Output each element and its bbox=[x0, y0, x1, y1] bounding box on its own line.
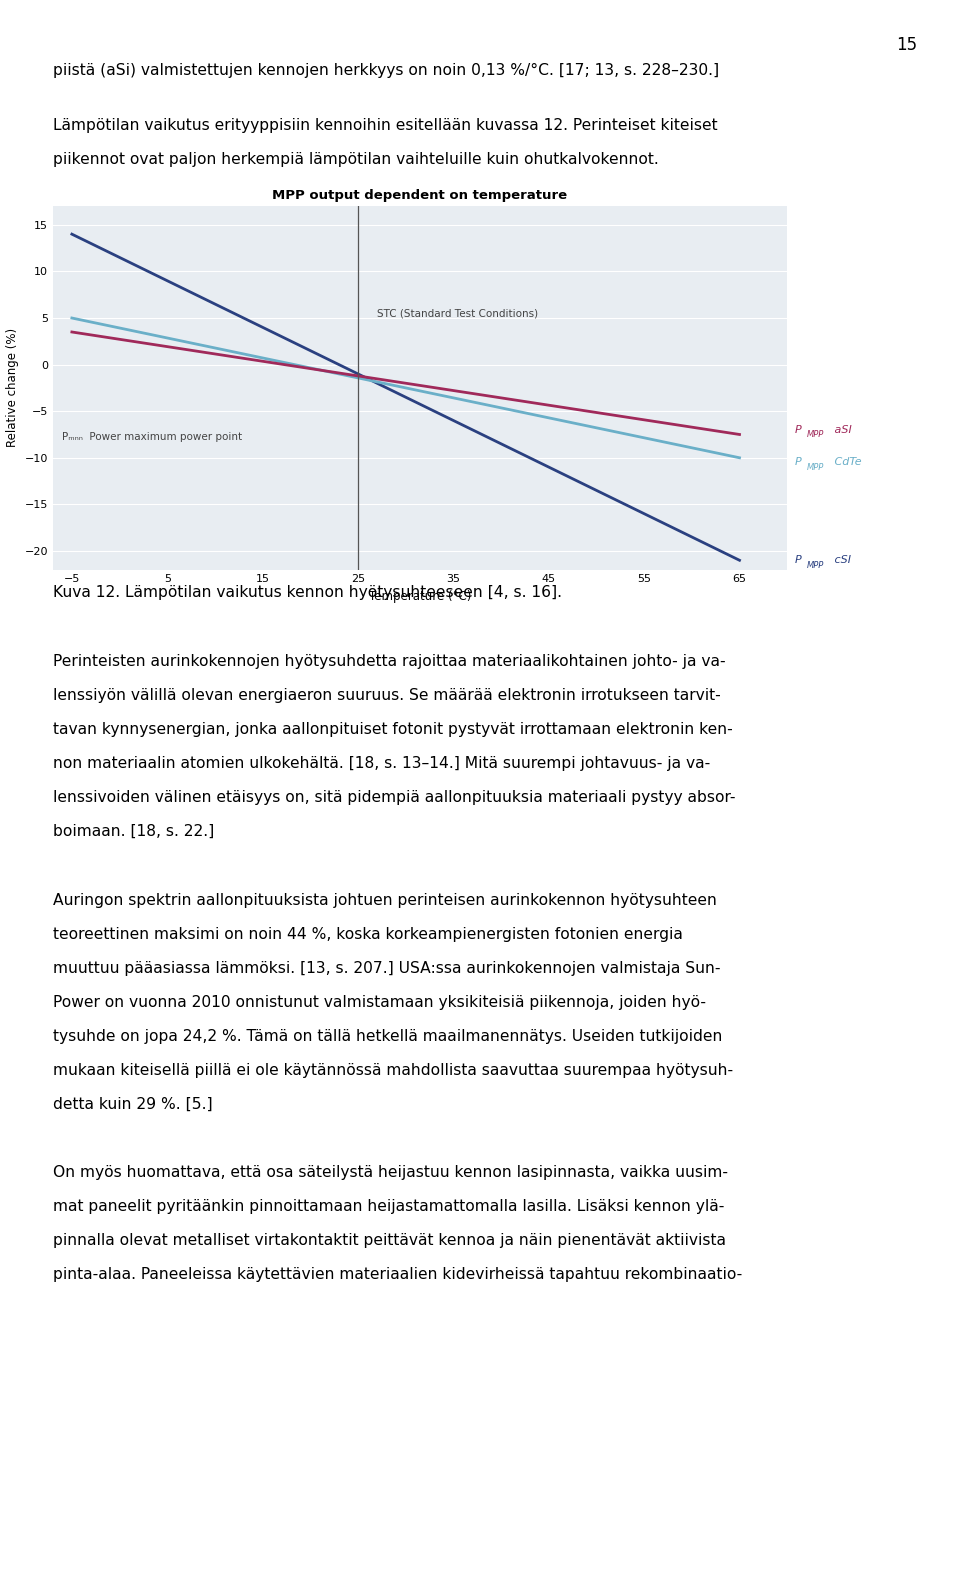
Text: tysuhde on jopa 24,2 %. Tämä on tällä hetkellä maailmanennätys. Useiden tutkijoi: tysuhde on jopa 24,2 %. Tämä on tällä he… bbox=[53, 1029, 722, 1043]
Text: Lämpötilan vaikutus erityyppisiin kennoihin esitellään kuvassa 12. Perinteiset k: Lämpötilan vaikutus erityyppisiin kennoi… bbox=[53, 118, 717, 133]
Text: P: P bbox=[795, 425, 802, 435]
Text: mat paneelit pyritäänkin pinnoittamaan heijastamattomalla lasilla. Lisäksi kenno: mat paneelit pyritäänkin pinnoittamaan h… bbox=[53, 1199, 724, 1213]
Text: 15: 15 bbox=[896, 36, 917, 54]
Text: P: P bbox=[795, 458, 802, 468]
Text: On myös huomattava, että osa säteilystä heijastuu kennon lasipinnasta, vaikka uu: On myös huomattava, että osa säteilystä … bbox=[53, 1166, 728, 1180]
Text: lenssivoiden välinen etäisyys on, sitä pidempiä aallonpituuksia materiaali pysty: lenssivoiden välinen etäisyys on, sitä p… bbox=[53, 790, 735, 804]
Text: MPP: MPP bbox=[806, 561, 824, 569]
Text: Pₘₙₙ  Power maximum power point: Pₘₙₙ Power maximum power point bbox=[62, 433, 243, 442]
Text: piistä (aSi) valmistettujen kennojen herkkyys on noin 0,13 %/°C. [17; 13, s. 228: piistä (aSi) valmistettujen kennojen her… bbox=[53, 63, 719, 79]
Text: mukaan kiteisellä piillä ei ole käytännössä mahdollista saavuttaa suurempaa hyöt: mukaan kiteisellä piillä ei ole käytännö… bbox=[53, 1062, 732, 1078]
Text: tavan kynnysenergian, jonka aallonpituiset fotonit pystyvät irrottamaan elektron: tavan kynnysenergian, jonka aallonpituis… bbox=[53, 722, 732, 736]
Text: cSI: cSI bbox=[831, 555, 852, 566]
Text: Perinteisten aurinkokennojen hyötysuhdetta rajoittaa materiaalikohtainen johto- : Perinteisten aurinkokennojen hyötysuhdet… bbox=[53, 654, 726, 668]
Text: STC (Standard Test Conditions): STC (Standard Test Conditions) bbox=[377, 308, 539, 318]
Text: Kuva 12. Lämpötilan vaikutus kennon hyötysuhteeseen [4, s. 16].: Kuva 12. Lämpötilan vaikutus kennon hyöt… bbox=[53, 585, 562, 600]
Text: pinta-alaa. Paneeleissa käytettävien materiaalien kidevirheissä tapahtuu rekombi: pinta-alaa. Paneeleissa käytettävien mat… bbox=[53, 1267, 742, 1281]
Title: MPP output dependent on temperature: MPP output dependent on temperature bbox=[273, 190, 567, 202]
Text: muuttuu pääasiassa lämmöksi. [13, s. 207.] USA:ssa aurinkokennojen valmistaja Su: muuttuu pääasiassa lämmöksi. [13, s. 207… bbox=[53, 961, 720, 975]
Text: non materiaalin atomien ulkokehältä. [18, s. 13–14.] Mitä suurempi johtavuus- ja: non materiaalin atomien ulkokehältä. [18… bbox=[53, 755, 710, 771]
Text: teoreettinen maksimi on noin 44 %, koska korkeampienergisten fotonien energia: teoreettinen maksimi on noin 44 %, koska… bbox=[53, 926, 683, 942]
X-axis label: Temperature (°C): Temperature (°C) bbox=[369, 589, 471, 604]
Text: MPP: MPP bbox=[806, 430, 824, 439]
Text: aSI: aSI bbox=[831, 425, 852, 435]
Text: boimaan. [18, s. 22.]: boimaan. [18, s. 22.] bbox=[53, 823, 214, 839]
Text: detta kuin 29 %. [5.]: detta kuin 29 %. [5.] bbox=[53, 1097, 212, 1111]
Text: piikennot ovat paljon herkempiä lämpötilan vaihteluille kuin ohutkalvokennot.: piikennot ovat paljon herkempiä lämpötil… bbox=[53, 152, 659, 166]
Y-axis label: Relative change (%): Relative change (%) bbox=[6, 329, 19, 447]
Text: pinnalla olevat metalliset virtakontaktit peittävät kennoa ja näin pienentävät a: pinnalla olevat metalliset virtakontakti… bbox=[53, 1232, 726, 1248]
Text: Power on vuonna 2010 onnistunut valmistamaan yksikiteisiä piikennoja, joiden hyö: Power on vuonna 2010 onnistunut valmista… bbox=[53, 994, 706, 1010]
Text: MPP: MPP bbox=[806, 463, 824, 472]
Text: lenssiyön välillä olevan energiaeron suuruus. Se määrää elektronin irrotukseen t: lenssiyön välillä olevan energiaeron suu… bbox=[53, 687, 721, 703]
Text: CdTe: CdTe bbox=[831, 458, 862, 468]
Text: Auringon spektrin aallonpituuksista johtuen perinteisen aurinkokennon hyötysuhte: Auringon spektrin aallonpituuksista joht… bbox=[53, 893, 717, 907]
Text: P: P bbox=[795, 555, 802, 566]
